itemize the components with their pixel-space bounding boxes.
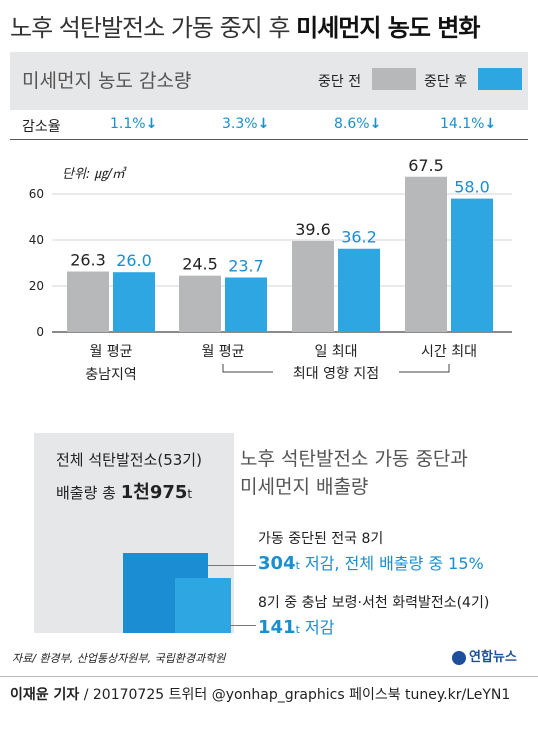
footer-credit: 이재윤 기자 / 20170725 트위터 @yonhap_graphics 페…: [10, 687, 511, 703]
ytick-label-60: 60: [29, 187, 44, 201]
group-bracket-right: [399, 364, 450, 373]
leader-line-1: [208, 565, 256, 566]
unit-note: 단위: ㎍/㎥: [62, 166, 127, 182]
value-label-before-1: 26.3: [70, 251, 106, 270]
bar-before-2: [179, 275, 221, 332]
leader-line-2: [230, 625, 256, 626]
bar-after-1: [113, 272, 155, 332]
category-label-4: 시간 최대: [421, 344, 477, 360]
page-title: 노후 석탄발전소 가동 중지 후 미세먼지 농도 변화: [10, 8, 480, 43]
rate-1: 1.1%↓: [110, 116, 158, 132]
stop8-value: 304t 저감, 전체 배출량 중 15%: [258, 553, 484, 574]
chungnam4-emission-box: [175, 578, 231, 633]
rate-2: 3.3%↓: [222, 116, 270, 132]
chungnam4-label: 8기 중 충남 보령·서천 화력발전소(4기): [258, 595, 490, 611]
bar-after-4: [451, 198, 493, 332]
chungnam4-value: 141t 저감: [258, 617, 335, 638]
source-note: 자료/ 환경부, 산업통상자원부, 국립환경과학원: [12, 652, 226, 665]
chart-subtitle: 미세먼지 농도 감소량: [22, 70, 192, 92]
category-sublabel-1: 충남지역: [85, 367, 137, 383]
category-label-1: 월 평균: [89, 344, 132, 360]
rate-4: 14.1%↓: [440, 116, 497, 132]
ytick-label-40: 40: [29, 233, 44, 247]
yonhap-logo-icon: [452, 650, 466, 665]
category-label-3: 일 최대: [314, 344, 357, 360]
legend-after-swatch: [478, 68, 522, 90]
category-label-2: 월 평균: [201, 344, 244, 360]
bar-before-4: [405, 176, 447, 332]
value-label-after-3: 36.2: [341, 228, 377, 247]
value-label-before-2: 24.5: [182, 255, 218, 274]
value-label-after-1: 26.0: [116, 251, 152, 270]
rate-divider: [10, 139, 528, 140]
bar-before-3: [292, 240, 334, 332]
total-emission-label: 전체 석탄발전소(53기): [56, 451, 202, 469]
bar-after-3: [338, 248, 380, 332]
bar-before-1: [67, 271, 109, 332]
group-label: 최대 영향 지점: [293, 366, 379, 382]
value-label-before-4: 67.5: [408, 156, 444, 175]
bar-chart: 0 20 40 60 단위: ㎍/㎥ 26.3 24.5 39.6 67.5 26.0 23.7 36…: [29, 156, 512, 383]
total-emission-value: 배출량 총 1천975t: [56, 482, 193, 503]
ytick-label-0: 0: [36, 325, 44, 339]
title-bold: 미세먼지 농도 변화: [296, 14, 480, 42]
rate-3: 8.6%↓: [334, 116, 382, 132]
reduction-label: 감소율: [22, 119, 61, 135]
title-normal: 노후 석탄발전소 가동 중지 후: [10, 14, 297, 42]
legend-before-label: 중단 전: [318, 74, 362, 90]
yonhap-logo: 연합뉴스: [452, 646, 517, 665]
value-label-before-3: 39.6: [295, 220, 331, 239]
legend-after-label: 중단 후: [424, 74, 468, 90]
legend-panel: [10, 52, 528, 110]
footer-divider: [0, 676, 538, 677]
emission-section-title-2: 미세먼지 배출량: [240, 476, 369, 498]
stop8-label: 가동 중단된 전국 8기: [258, 531, 384, 547]
legend-before-swatch: [372, 68, 416, 90]
emission-section-title-1: 노후 석탄발전소 가동 중단과: [240, 448, 468, 470]
ytick-label-20: 20: [29, 279, 44, 293]
value-label-after-2: 23.7: [228, 256, 264, 275]
bar-after-2: [225, 277, 267, 332]
group-bracket-left: [222, 364, 273, 373]
value-label-after-4: 58.0: [454, 178, 490, 197]
